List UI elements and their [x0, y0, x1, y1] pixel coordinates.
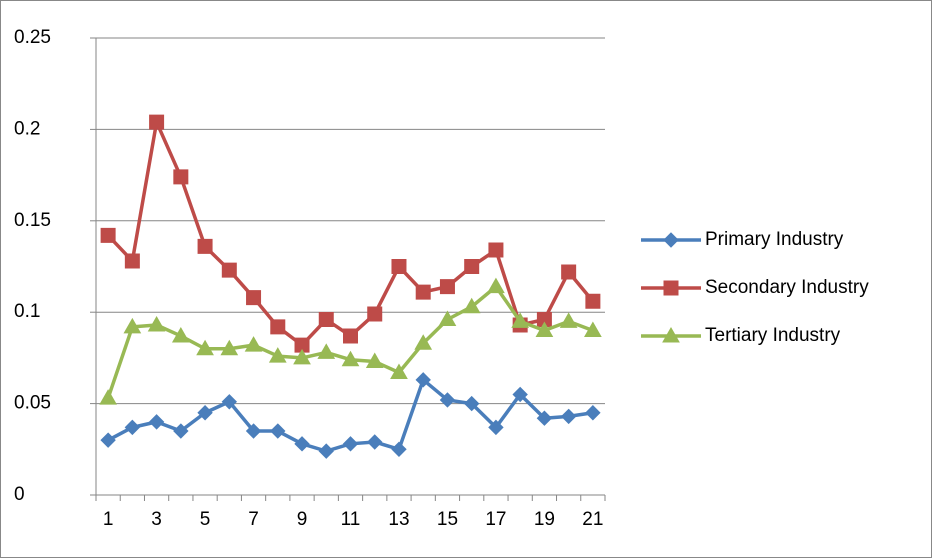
data-point — [268, 347, 287, 363]
data-point — [147, 315, 166, 332]
y-tick-label: 0.05 — [14, 393, 51, 414]
data-point — [561, 264, 577, 280]
data-point — [560, 408, 577, 425]
data-point — [536, 410, 553, 426]
x-tick-label: 5 — [200, 509, 211, 530]
data-point — [221, 394, 238, 410]
x-tick-label: 19 — [534, 509, 555, 530]
data-point — [220, 339, 239, 356]
data-point — [414, 334, 433, 350]
data-point — [559, 312, 578, 328]
data-point — [317, 343, 336, 359]
data-point — [246, 290, 262, 306]
data-point — [367, 306, 383, 322]
y-tick-label: 0 — [14, 484, 25, 505]
data-point — [100, 227, 116, 243]
data-point — [391, 259, 407, 274]
x-tick-label: 1 — [103, 509, 114, 530]
data-point — [463, 395, 480, 412]
data-point — [123, 317, 142, 334]
data-point — [343, 328, 358, 344]
data-point — [294, 436, 310, 452]
data-point — [318, 312, 334, 328]
data-point — [173, 423, 189, 439]
x-tick-label: 3 — [151, 509, 162, 530]
data-point — [294, 337, 310, 353]
x-tick-label: 17 — [485, 509, 506, 530]
data-point — [341, 350, 360, 367]
data-point — [293, 348, 311, 365]
data-point — [270, 423, 286, 439]
data-point — [487, 277, 505, 294]
data-point — [318, 443, 334, 459]
y-tick-label: 0.1 — [14, 301, 40, 322]
legend-marker — [663, 280, 679, 296]
legend-label: Primary Industry — [705, 229, 844, 250]
y-tick-label: 0.2 — [14, 118, 40, 139]
data-point — [535, 321, 554, 337]
data-point — [342, 436, 359, 452]
data-point — [438, 310, 457, 327]
x-tick-label: 15 — [437, 509, 458, 530]
x-tick-label: 21 — [582, 509, 603, 530]
data-point — [439, 279, 455, 295]
data-point — [391, 441, 407, 458]
legend-marker — [662, 326, 680, 343]
data-point — [367, 434, 383, 450]
data-point — [415, 372, 431, 388]
data-point — [390, 363, 408, 380]
data-point — [464, 259, 480, 274]
data-point — [462, 297, 481, 314]
data-point — [585, 293, 601, 309]
data-point — [488, 419, 504, 436]
data-point — [149, 114, 165, 130]
data-point — [488, 242, 504, 258]
x-tick-label: 13 — [388, 509, 409, 530]
data-point — [439, 392, 456, 408]
data-point — [124, 419, 141, 436]
legend-marker — [663, 232, 679, 248]
data-point — [244, 336, 263, 352]
data-point — [511, 312, 530, 328]
data-point — [221, 262, 237, 278]
x-tick-label: 9 — [297, 509, 308, 530]
y-tick-label: 0.15 — [14, 210, 51, 231]
data-point — [512, 386, 528, 403]
data-point — [197, 405, 213, 421]
data-point — [245, 423, 262, 439]
x-tick-label: 11 — [341, 509, 361, 530]
data-point — [365, 352, 384, 369]
data-point — [197, 238, 213, 254]
data-point — [171, 326, 190, 343]
data-point — [584, 321, 602, 337]
legend-label: Secondary Industry — [705, 277, 869, 298]
data-point — [415, 284, 431, 300]
data-point — [270, 319, 286, 335]
legend-label: Tertiary Industry — [705, 325, 841, 346]
y-tick-label: 0.25 — [14, 27, 51, 48]
data-point — [148, 414, 165, 430]
data-point — [124, 253, 140, 269]
data-point — [99, 389, 117, 405]
data-point — [100, 432, 116, 448]
data-point — [173, 169, 189, 185]
x-tick-label: 7 — [248, 509, 259, 530]
data-point — [585, 405, 601, 421]
data-point — [196, 339, 214, 356]
